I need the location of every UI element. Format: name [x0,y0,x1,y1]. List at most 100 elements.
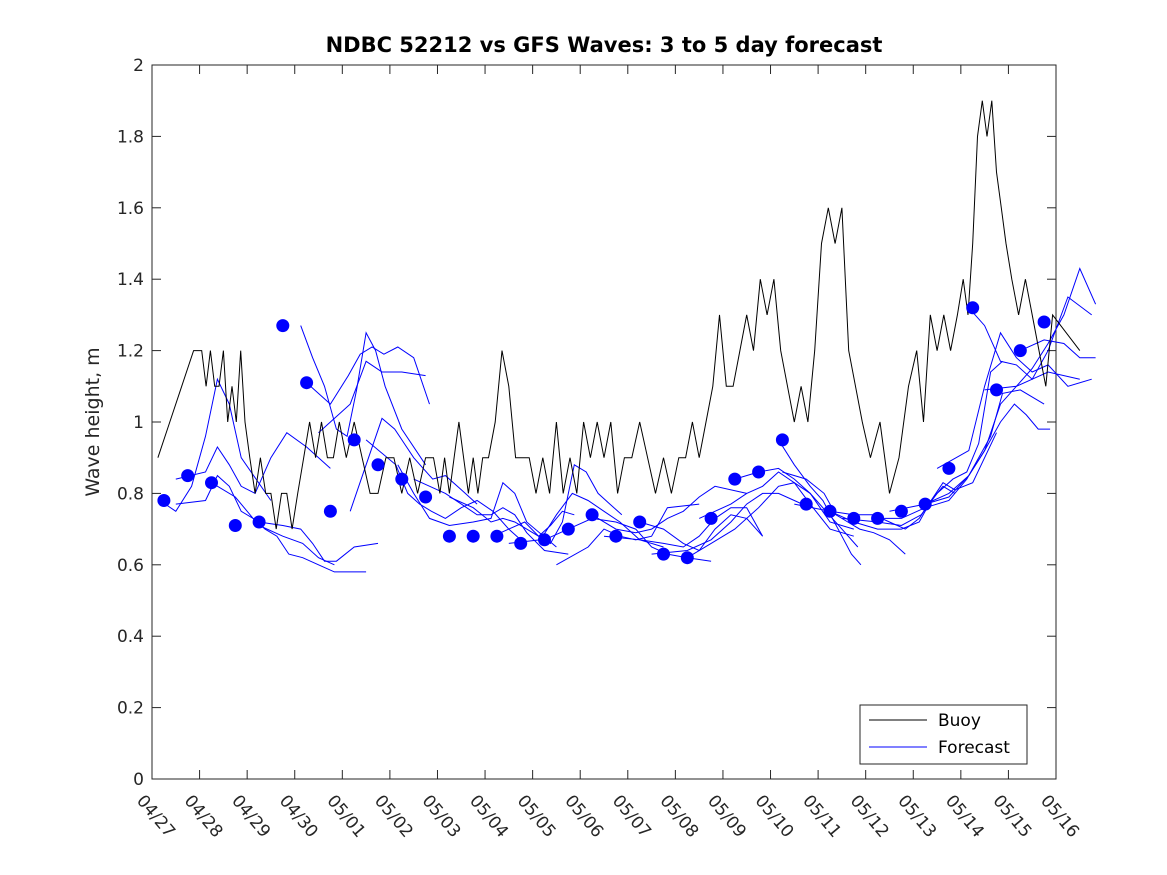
x-tick-labels: 04/27 04/28 04/29 04/30 05/01 05/02 05/03 05/04… [132,791,1083,841]
forecast-line [968,296,1093,380]
forecast-line [984,267,1097,391]
forecast-line [556,503,700,566]
x-tick-label: 05/13 [893,791,940,841]
forecast-marker [704,511,718,525]
forecast-line [306,346,430,405]
forecast-marker [371,458,385,472]
forecast-line [687,482,854,559]
forecast-marker [466,529,480,543]
forecast-marker [252,515,266,529]
y-tick-label: 0.4 [117,627,144,647]
forecast-marker [609,529,623,543]
y-tick-label: 0 [133,770,144,790]
y-axis-label: Wave height, m [82,347,104,496]
legend-box [859,704,1028,765]
forecast-marker [228,519,242,532]
x-tick-label: 05/10 [751,791,798,841]
forecast-marker [680,551,694,565]
x-tick-label: 05/03 [418,791,465,841]
x-tick-label: 05/16 [1036,791,1083,841]
x-tick-label: 04/30 [275,791,322,841]
forecast-marker [276,319,290,333]
forecast-line [175,431,331,495]
x-tick-label: 05/11 [798,791,845,841]
forecast-marker [1037,315,1051,329]
forecast-line [175,474,379,562]
forecast-marker [561,522,575,536]
forecast-marker [823,504,837,518]
forecast-line [651,492,811,555]
forecast-marker [157,494,171,507]
y-tick-label: 0.8 [117,484,144,504]
forecast-line [544,517,712,562]
forecast-line [211,482,367,573]
forecast-line [492,464,623,545]
forecast-marker [323,504,337,518]
x-tick-label: 05/08 [656,791,703,841]
forecast-marker [490,529,504,543]
forecast-markers [157,301,1051,565]
x-tick-label: 05/01 [322,791,369,841]
forecast-line [639,514,763,552]
forecast-marker [942,461,956,475]
forecast-line [300,325,427,466]
forecast-marker [181,469,195,483]
forecast-marker [419,490,433,504]
y-tick-label: 1 [133,413,144,433]
forecast-series [159,267,1097,573]
x-tick-label: 05/15 [989,791,1036,841]
forecast-line [925,371,1080,505]
forecast-line [603,507,764,548]
forecast-marker [442,529,456,543]
forecast-line [508,492,664,548]
legend: Buoy Forecast [859,704,1028,765]
forecast-marker [395,472,409,486]
forecast-line [318,360,426,434]
forecast-marker [871,511,885,525]
forecast-marker [347,433,361,447]
forecast-marker [990,383,1003,397]
forecast-marker [847,511,861,525]
forecast-marker [966,301,980,315]
x-tick-label: 05/14 [941,791,988,841]
x-tick-label: 05/07 [608,791,655,841]
forecast-line [159,377,272,513]
forecast-marker [585,508,599,522]
forecast-line [782,471,906,555]
x-tick-label: 04/28 [180,791,227,841]
forecast-marker [1013,344,1027,358]
forecast-line [698,471,854,537]
forecast-marker [657,547,670,561]
y-tick-label: 0.6 [117,556,144,576]
x-tick-label: 04/27 [132,791,179,841]
legend-forecast-label: Forecast [938,738,1010,758]
forecast-line [936,331,1092,469]
y-tick-label: 0.2 [117,699,144,719]
forecast-marker [799,497,813,511]
forecast-line [449,496,575,537]
legend-buoy-label: Buoy [938,711,981,731]
x-tick-label: 05/02 [370,791,417,841]
buoy-line [157,100,1081,530]
plot-area [151,64,1057,780]
y-tick-label: 1.8 [117,127,144,147]
chart-title: NDBC 52212 vs GFS Waves: 3 to 5 day fore… [326,33,883,57]
forecast-line [829,432,997,530]
x-tick-label: 05/06 [560,791,607,841]
forecast-line [1020,339,1096,359]
forecast-marker [205,476,218,490]
x-tick-label: 04/29 [227,791,274,841]
forecast-line [591,485,747,534]
forecast-marker [894,504,908,518]
forecast-marker [775,433,789,447]
buoy-series [157,100,1081,530]
y-tick-label: 1.2 [117,342,144,362]
x-tick-label: 05/09 [703,791,750,841]
forecast-marker [514,536,528,550]
x-tick-label: 05/04 [465,791,512,841]
x-tick-label: 05/05 [513,791,560,841]
forecast-marker [300,376,314,390]
forecast-line [889,403,1051,512]
forecast-line [258,525,335,566]
